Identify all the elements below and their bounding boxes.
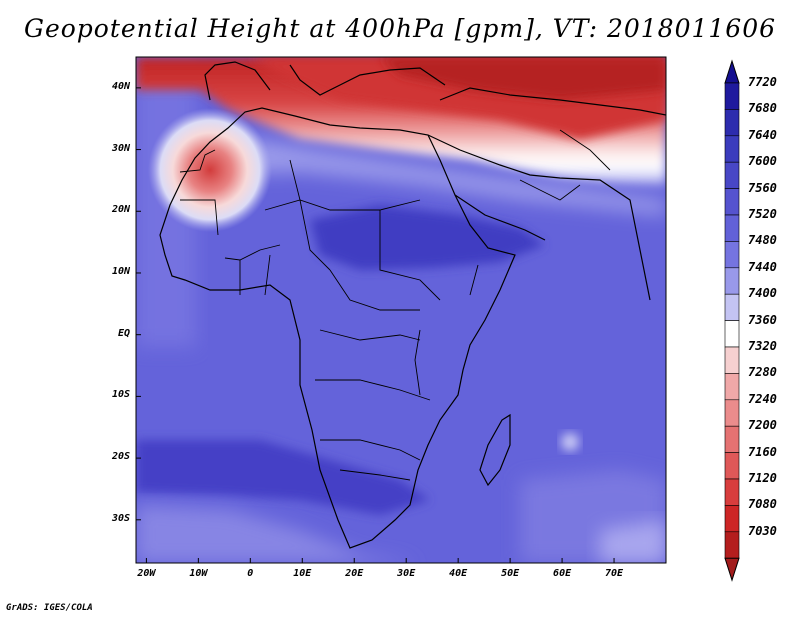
colorbar-level-label: 7560 <box>748 180 777 195</box>
lon-tick-label: 30E <box>397 568 416 579</box>
country-borders <box>179 129 611 481</box>
colorbar-swatch <box>724 452 740 480</box>
colorbar-swatch <box>724 478 740 506</box>
colorbar-level-label: 7520 <box>748 207 777 221</box>
colorbar-level-label: 7720 <box>748 75 777 89</box>
colorbar-level-label: 7030 <box>748 523 777 538</box>
colorbar-level-label: 7120 <box>748 471 777 485</box>
colorbar-level-label: 7440 <box>748 259 777 274</box>
colorbar-swatch <box>724 293 740 321</box>
lon-tick-label: 20W <box>137 568 156 579</box>
colorbar-level-label: 7680 <box>748 101 777 116</box>
colorbar-level-label: 7080 <box>748 497 777 512</box>
colorbar-level-label: 7360 <box>748 312 777 327</box>
plot-frame <box>135 56 667 564</box>
colorbar-swatch <box>724 214 740 242</box>
lat-tick-label: 20N <box>111 204 130 216</box>
colorbar-swatch <box>724 135 740 163</box>
colorbar-level-label: 7480 <box>748 233 777 248</box>
lat-tick-label: 40N <box>111 80 130 92</box>
coastlines <box>159 61 666 549</box>
lon-tick-label: 10E <box>293 568 312 579</box>
lat-tick-label: 30S <box>111 512 130 524</box>
colorbar-swatch <box>724 267 740 295</box>
colorbar-swatch <box>724 320 740 348</box>
colorbar-swatch <box>724 109 740 137</box>
colorbar-swatch <box>724 373 740 401</box>
colorbar-bottom-arrow <box>724 557 740 582</box>
colorbar-level-label: 7640 <box>748 127 777 142</box>
colorbar-top-arrow <box>724 59 740 84</box>
colorbar-level-label: 7240 <box>748 391 777 406</box>
colorbar-level-label: 7320 <box>748 339 777 353</box>
colorbar-swatch <box>724 241 740 269</box>
colorbar-swatch <box>724 346 740 374</box>
colorbar-swatch <box>724 531 740 559</box>
colorbar-swatch <box>724 161 740 189</box>
credit-text: GrADS: IGES/COLA <box>6 603 93 613</box>
lat-tick-label: 30N <box>111 142 130 154</box>
lon-tick-label: 70E <box>605 568 624 579</box>
colorbar-level-label: 7400 <box>748 286 777 301</box>
colorbar-swatch <box>724 505 740 533</box>
lon-tick-label: 20E <box>345 568 364 579</box>
lat-tick-label: 20S <box>111 451 130 463</box>
lat-tick-label: EQ <box>117 327 130 339</box>
colorbar-level-label: 7280 <box>748 365 777 380</box>
colorbar-swatch <box>724 399 740 427</box>
colorbar <box>724 59 740 582</box>
lon-tick-label: 0 <box>247 568 254 579</box>
lat-tick-label: 10N <box>111 265 130 277</box>
colorbar-swatch <box>724 188 740 216</box>
lon-tick-label: 40E <box>449 568 468 579</box>
lon-tick-label: 60E <box>553 568 572 579</box>
height-field <box>136 57 666 563</box>
lon-tick-label: 10W <box>189 568 208 579</box>
map-title: Geopotential Height at 400hPa [gpm], VT:… <box>23 14 777 43</box>
colorbar-swatch <box>724 82 740 110</box>
lon-tick-label: 50E <box>501 568 520 579</box>
colorbar-level-label: 7200 <box>748 418 777 433</box>
colorbar-swatch <box>724 425 740 453</box>
lat-tick-label: 10S <box>111 389 130 401</box>
colorbar-level-label: 7160 <box>748 444 777 459</box>
colorbar-level-label: 7600 <box>748 154 777 169</box>
